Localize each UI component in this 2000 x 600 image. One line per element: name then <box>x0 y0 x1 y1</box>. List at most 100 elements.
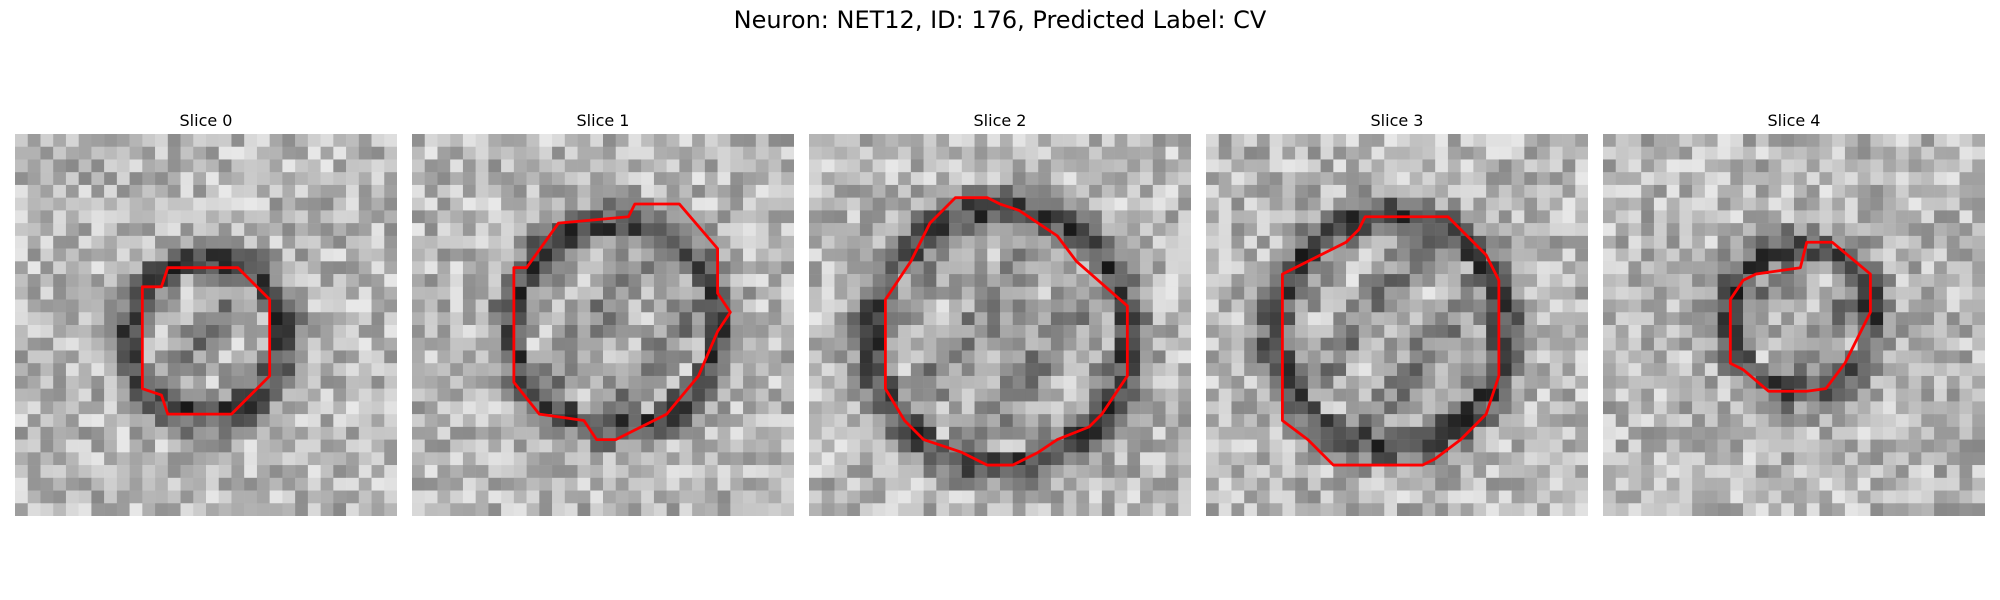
pixel <box>269 197 283 211</box>
pixel <box>809 197 822 211</box>
pixel <box>27 184 41 198</box>
pixel <box>1152 286 1166 300</box>
pixel <box>1524 401 1538 415</box>
pixel <box>628 465 642 479</box>
pixel <box>1844 312 1858 326</box>
pixel <box>1206 312 1219 326</box>
pixel <box>564 312 578 326</box>
pixel <box>809 159 822 173</box>
pixel <box>679 401 693 415</box>
pixel <box>974 426 988 440</box>
pixel <box>1140 363 1154 377</box>
pixel <box>1397 286 1410 300</box>
pixel <box>526 146 540 160</box>
pixel <box>1498 375 1512 389</box>
pixel <box>641 439 655 453</box>
pixel <box>1435 375 1449 389</box>
pixel <box>269 223 283 237</box>
pixel <box>717 159 731 173</box>
pixel <box>1615 452 1629 466</box>
pixel <box>27 197 41 211</box>
pixel <box>307 184 321 198</box>
pixel <box>1959 223 1973 237</box>
pixel <box>1089 363 1103 377</box>
pixel <box>730 439 744 453</box>
pixel <box>53 184 67 198</box>
pixel <box>590 401 604 415</box>
pixel <box>1781 401 1795 415</box>
pixel <box>1666 134 1680 147</box>
pixel <box>923 197 937 211</box>
pixel <box>384 337 397 351</box>
pixel <box>1114 172 1128 186</box>
pixel <box>346 401 360 415</box>
pixel <box>1333 452 1347 466</box>
pixel <box>1076 223 1090 237</box>
pixel <box>847 465 861 479</box>
pixel <box>231 159 245 173</box>
pixel <box>180 134 194 147</box>
pixel <box>961 401 975 415</box>
pixel <box>1921 223 1935 237</box>
pixel <box>1857 197 1871 211</box>
pixel <box>590 146 604 160</box>
pixel <box>1562 426 1576 440</box>
pixel <box>116 363 130 377</box>
pixel <box>1447 172 1461 186</box>
pixel <box>333 503 347 516</box>
pixel <box>320 146 334 160</box>
pixel <box>743 159 757 173</box>
pixel <box>295 286 309 300</box>
pixel <box>564 286 578 300</box>
pixel <box>1883 503 1897 516</box>
pixel <box>218 248 232 262</box>
pixel <box>987 439 1001 453</box>
pixel <box>974 465 988 479</box>
pixel <box>269 490 283 504</box>
pixel <box>371 299 385 313</box>
pixel <box>1575 401 1588 415</box>
pixel <box>412 274 425 288</box>
pixel <box>91 350 105 364</box>
pixel <box>358 414 372 428</box>
pixel <box>1537 452 1551 466</box>
pixel <box>1498 274 1512 288</box>
pixel <box>1000 146 1013 160</box>
pixel <box>781 325 794 338</box>
pixel <box>1486 172 1500 186</box>
pixel <box>358 248 372 262</box>
pixel <box>1743 286 1757 300</box>
pixel <box>1409 426 1423 440</box>
pixel <box>180 235 194 249</box>
pixel <box>1295 325 1309 338</box>
pixel <box>180 477 194 491</box>
pixel <box>1615 388 1629 402</box>
pixel <box>27 172 41 186</box>
pixel <box>1934 134 1948 147</box>
pixel <box>1244 490 1258 504</box>
pixel <box>1025 426 1039 440</box>
pixel <box>1844 439 1858 453</box>
pixel <box>142 503 156 516</box>
pixel <box>1934 286 1948 300</box>
pixel <box>704 490 718 504</box>
pixel <box>679 286 693 300</box>
pixel <box>1218 172 1232 186</box>
pixel <box>488 350 502 364</box>
pixel <box>1165 197 1179 211</box>
pixel <box>437 439 451 453</box>
pixel <box>961 490 975 504</box>
pixel <box>1218 134 1232 147</box>
pixel <box>949 210 963 224</box>
pixel <box>1653 337 1667 351</box>
pixel <box>1806 439 1820 453</box>
pixel <box>974 503 988 516</box>
pixel <box>1447 325 1461 338</box>
pixel <box>346 503 360 516</box>
pixel <box>1768 426 1782 440</box>
pixel <box>885 414 899 428</box>
pixel <box>1666 401 1680 415</box>
pixel <box>910 312 924 326</box>
pixel <box>564 223 578 237</box>
pixel <box>1422 375 1436 389</box>
